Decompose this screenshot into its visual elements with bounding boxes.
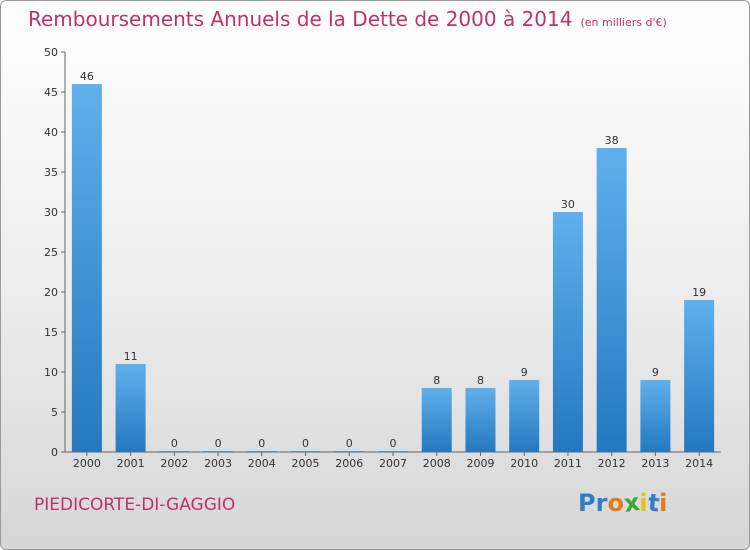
x-tick-label: 2006 [335,457,363,470]
logo-letter: r [595,489,608,517]
y-tick-label: 5 [51,406,58,419]
chart-title: Remboursements Annuels de la Dette de 20… [28,7,667,31]
logo-letter: i [659,489,668,517]
bar [640,380,671,452]
bar-value-label: 11 [124,350,138,363]
bar-value-label: 9 [652,366,659,379]
x-tick-label: 2001 [117,457,145,470]
bar-value-label: 19 [692,286,706,299]
bar-value-label: 0 [302,437,309,450]
bar-value-label: 0 [215,437,222,450]
bar [71,84,102,452]
chart-title-text: Remboursements Annuels de la Dette de 20… [28,7,573,31]
bar-value-label: 30 [561,198,575,211]
bar [334,451,365,452]
x-tick-label: 2002 [160,457,188,470]
x-tick-label: 2009 [466,457,494,470]
x-tick-label: 2005 [292,457,320,470]
x-tick-label: 2011 [554,457,582,470]
bar [115,364,146,452]
bar [421,388,452,452]
bar-value-label: 0 [171,437,178,450]
proxiti-logo: Proxiti [578,488,668,518]
bar-value-label: 8 [477,374,484,387]
y-tick-label: 30 [44,206,58,219]
bar [159,451,190,452]
commune-name: PIEDICORTE-DI-GAGGIO [34,495,236,515]
x-tick-label: 2003 [204,457,232,470]
logo-letter: P [578,489,596,517]
bar [246,451,277,452]
bar-value-label: 9 [521,366,528,379]
bar [509,380,540,452]
x-tick-label: 2014 [685,457,713,470]
data-labels: 46 11 0 0 0 0 0 0 8 8 9 30 38 9 19 [80,70,706,450]
bar-value-label: 0 [390,437,397,450]
bar-value-label: 8 [433,374,440,387]
bar [596,148,627,452]
x-tick-label: 2004 [248,457,276,470]
x-tick-label: 2013 [641,457,669,470]
y-tick-label: 25 [44,246,58,259]
bar-value-label: 0 [258,437,265,450]
bar-value-label: 0 [346,437,353,450]
y-tick-label: 45 [44,86,58,99]
bar-value-label: 46 [80,70,94,83]
y-tick-label: 0 [51,446,58,459]
x-tick-label: 2000 [73,457,101,470]
chart-unit: (en milliers d'€) [580,16,667,29]
bar [684,300,715,452]
bar [378,451,408,452]
bar [290,451,321,452]
y-tick-label: 35 [44,166,58,179]
y-tick-label: 15 [44,326,58,339]
x-tick-label: 2007 [379,457,407,470]
logo-letter: x [622,488,642,518]
bar [465,388,496,452]
bar [552,212,583,452]
y-tick-label: 20 [44,286,58,299]
x-tick-label: 2008 [423,457,451,470]
y-tick-label: 10 [44,366,58,379]
x-tick-label: 2010 [510,457,538,470]
logo-letter: o [607,489,624,517]
axes: 0 5 10 15 20 25 30 35 40 45 50 2000 2001 2002 2003 2004… [44,46,721,470]
x-tick-label: 2012 [598,457,626,470]
bars [71,84,715,452]
bar [203,451,234,452]
y-tick-label: 50 [44,46,58,59]
y-tick-label: 40 [44,126,58,139]
logo-letter: i [639,489,648,517]
bar-value-label: 38 [605,134,619,147]
